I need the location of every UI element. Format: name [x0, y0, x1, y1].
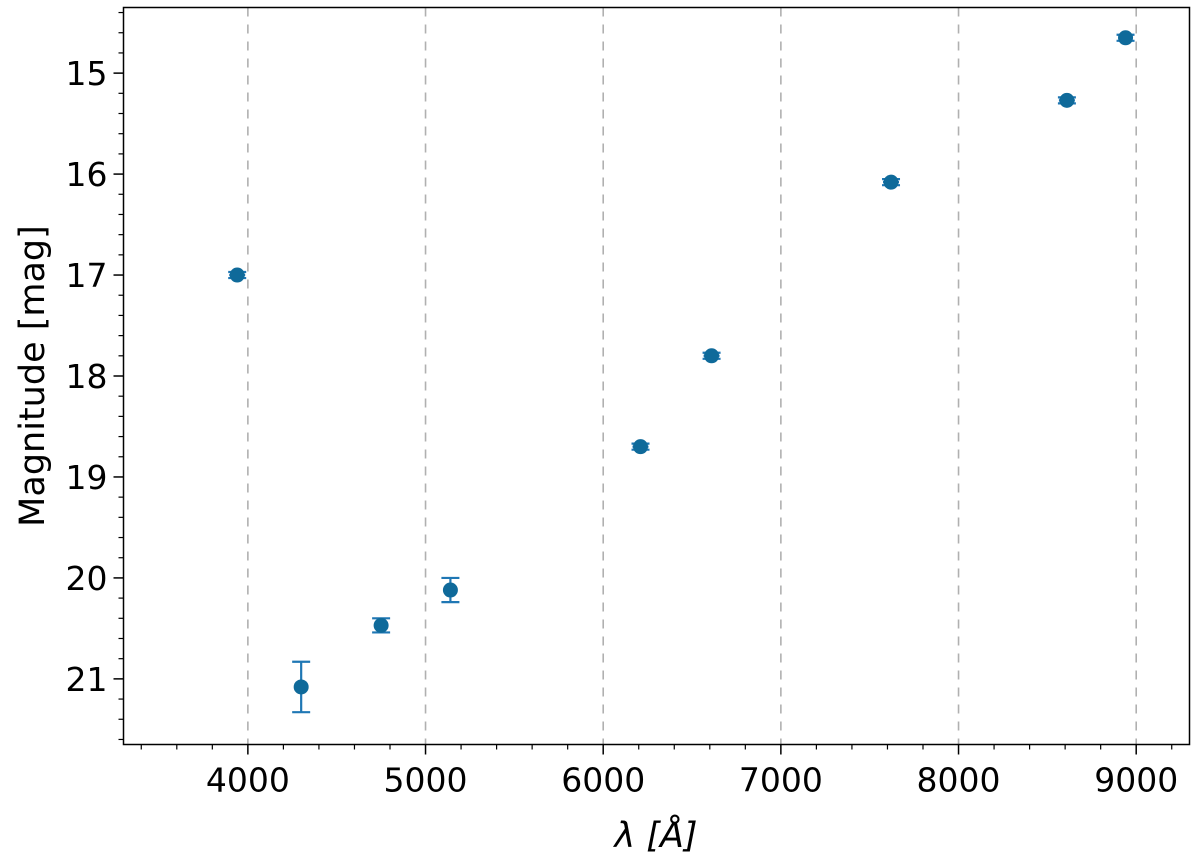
data-points: [229, 30, 1134, 695]
x-tick-label: 9000: [1094, 761, 1178, 800]
y-tick-label: 19: [66, 458, 108, 497]
x-tick-label: 6000: [561, 761, 645, 800]
data-point: [1059, 92, 1075, 108]
data-point: [442, 582, 458, 598]
x-tick-label: 5000: [384, 761, 468, 800]
data-point: [633, 439, 649, 455]
y-axis-label: Magnitude [mag]: [13, 225, 53, 527]
y-tick-labels: 15 16 17 18 19 20 21: [66, 54, 108, 699]
data-point: [704, 348, 720, 364]
data-point: [229, 267, 245, 283]
data-point: [1118, 30, 1134, 46]
axis-ticks: [113, 11, 1173, 755]
y-tick-label: 18: [66, 357, 108, 396]
x-tick-label: 4000: [206, 761, 290, 800]
data-point: [373, 617, 389, 633]
data-point: [883, 174, 899, 190]
x-tick-label: 8000: [917, 761, 1001, 800]
grid-lines: [247, 7, 1137, 745]
y-tick-label: 21: [66, 660, 108, 699]
y-tick-label: 16: [66, 155, 108, 194]
y-tick-label: 15: [66, 54, 108, 93]
x-tick-labels: 4000 5000 6000 7000 8000 9000: [206, 761, 1178, 800]
x-tick-label: 7000: [739, 761, 823, 800]
plot-frame: [122, 6, 1191, 746]
y-tick-label: 20: [66, 559, 108, 598]
y-tick-label: 17: [66, 256, 108, 295]
error-bars: [228, 33, 1135, 714]
x-axis-label: λ [Å]: [612, 813, 697, 856]
data-point: [293, 679, 309, 695]
